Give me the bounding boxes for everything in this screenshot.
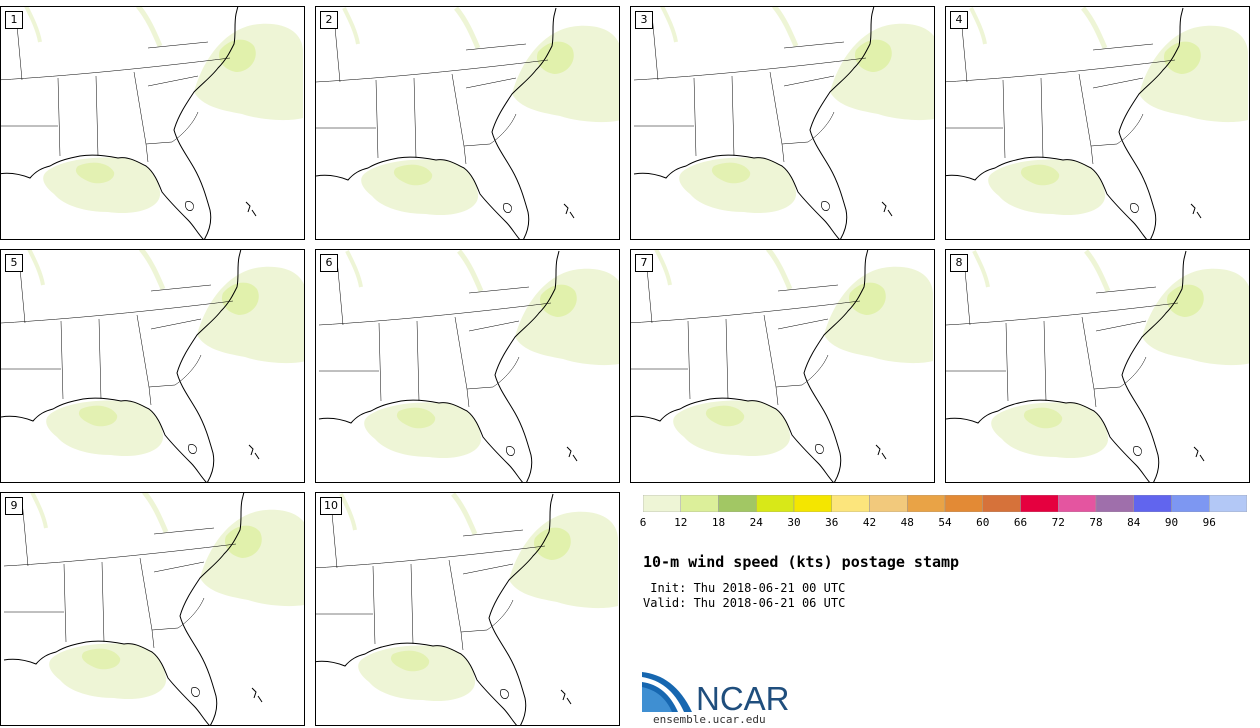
colorbar-segment	[1171, 495, 1210, 512]
member-label: 7	[635, 254, 653, 272]
colorbar-segment	[831, 495, 870, 512]
member-label: 1	[5, 11, 23, 29]
member-label: 6	[320, 254, 338, 272]
colorbar-segment	[1095, 495, 1134, 512]
colorbar-tick-label: 78	[1089, 516, 1103, 529]
map-graphic	[1, 250, 304, 482]
colorbar-segment	[718, 495, 757, 512]
valid-time: Valid: Thu 2018-06-21 06 UTC	[643, 596, 846, 610]
svg-text:NCAR: NCAR	[696, 680, 790, 714]
colorbar-tick-label: 30	[787, 516, 801, 529]
member-label: 2	[320, 11, 338, 29]
colorbar-segment	[1209, 495, 1247, 512]
member-label: 4	[950, 11, 968, 29]
map-graphic	[631, 250, 933, 482]
ncar-logo: NCAR	[642, 672, 790, 714]
member-label: 3	[635, 11, 653, 29]
member-label: 9	[5, 497, 23, 515]
colorbar	[643, 495, 1247, 512]
map-panel: 7	[630, 249, 935, 483]
map-panel: 2	[315, 6, 620, 240]
colorbar-tick-label: 84	[1127, 516, 1141, 529]
map-panel: 4	[945, 6, 1250, 240]
colorbar-tick-label: 96	[1202, 516, 1216, 529]
colorbar-tick-label: 36	[825, 516, 839, 529]
colorbar-tick-label: 42	[862, 516, 877, 529]
map-panel: 5	[0, 249, 305, 483]
map-graphic	[316, 7, 619, 239]
logo-url: ensemble.ucar.edu	[653, 713, 766, 726]
colorbar-tick-label: 60	[976, 516, 990, 529]
colorbar-segment	[793, 495, 832, 512]
map-graphic	[3, 493, 304, 725]
colorbar-segment	[869, 495, 908, 512]
map-graphic	[1, 7, 303, 239]
colorbar-tick-label: 90	[1164, 516, 1179, 529]
map-graphic	[946, 250, 1249, 482]
colorbar-segment	[1133, 495, 1172, 512]
colorbar-tick-label: 12	[674, 516, 688, 529]
map-graphic	[946, 7, 1248, 239]
member-label: 8	[950, 254, 968, 272]
colorbar-tick-label: 48	[900, 516, 914, 529]
map-graphic	[318, 250, 619, 482]
colorbar-segment	[944, 495, 983, 512]
colorbar-tick-label: 24	[749, 516, 763, 529]
colorbar-tick-label: 66	[1013, 516, 1028, 529]
member-label: 10	[320, 497, 342, 515]
map-panel: 10	[315, 492, 620, 726]
map-panel: 9	[0, 492, 305, 726]
colorbar-segment	[756, 495, 795, 512]
colorbar-segment	[680, 495, 719, 512]
map-panel: 6	[315, 249, 620, 483]
colorbar-segment	[1058, 495, 1097, 512]
map-panel: 8	[945, 249, 1250, 483]
member-label: 5	[5, 254, 23, 272]
map-graphic	[316, 493, 618, 725]
init-time: Init: Thu 2018-06-21 00 UTC	[643, 581, 846, 595]
map-panel: 3	[630, 6, 935, 240]
colorbar-segment	[1020, 495, 1059, 512]
map-panel: 1	[0, 6, 305, 240]
colorbar-segment	[643, 495, 681, 512]
colorbar-segment	[982, 495, 1021, 512]
colorbar-tick-label: 6	[639, 516, 647, 529]
colorbar-tick-label: 72	[1051, 516, 1065, 529]
colorbar-tick-label: 18	[711, 516, 726, 529]
colorbar-segment	[907, 495, 946, 512]
colorbar-tick-label: 54	[938, 516, 952, 529]
plot-title: 10-m wind speed (kts) postage stamp	[643, 553, 960, 571]
map-graphic	[633, 7, 934, 239]
